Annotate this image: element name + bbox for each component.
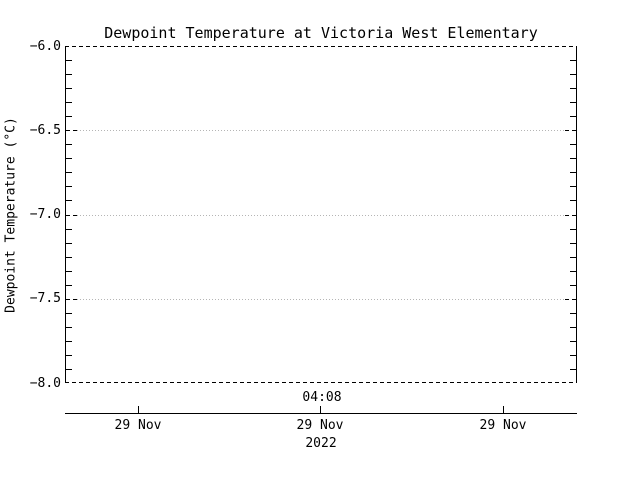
chart-title: Dewpoint Temperature at Victoria West El… [104, 24, 538, 42]
y-minor-tick [570, 271, 576, 272]
y-minor-tick [570, 144, 576, 145]
y-minor-tick [570, 186, 576, 187]
y-minor-tick [570, 229, 576, 230]
plot-area [65, 46, 577, 383]
y-gridline-right-stub [565, 299, 576, 300]
x-tick [320, 406, 321, 413]
y-gridline-left-stub [66, 130, 77, 131]
y-minor-tick [66, 102, 72, 103]
time-annotation: 04:08 [302, 390, 342, 405]
y-minor-tick [66, 285, 72, 286]
y-minor-tick [570, 200, 576, 201]
y-gridline-right-stub [565, 130, 576, 131]
x-tick [503, 406, 504, 413]
y-axis-left-line [65, 46, 66, 383]
y-minor-tick [570, 285, 576, 286]
y-minor-tick [66, 158, 72, 159]
y-gridline-left-stub [66, 215, 77, 216]
y-minor-tick [570, 172, 576, 173]
y-minor-tick [66, 341, 72, 342]
x-tick [138, 406, 139, 413]
y-minor-tick [570, 257, 576, 258]
y-tick-label: −8.0 [29, 376, 61, 391]
y-minor-tick [66, 355, 72, 356]
y-tick-label: −7.5 [29, 291, 61, 306]
y-tick-label: −6.0 [29, 39, 61, 54]
y-gridline [77, 130, 565, 131]
y-minor-tick [66, 172, 72, 173]
y-minor-tick [66, 186, 72, 187]
y-gridline [77, 299, 565, 300]
y-gridline [77, 215, 565, 216]
y-minor-tick [66, 144, 72, 145]
plot-top-border [65, 46, 577, 47]
y-minor-tick [66, 229, 72, 230]
y-minor-tick [570, 369, 576, 370]
y-minor-tick [570, 88, 576, 89]
x-axis-year-label: 2022 [305, 436, 337, 451]
y-minor-tick [66, 243, 72, 244]
y-minor-tick [66, 271, 72, 272]
y-minor-tick [570, 116, 576, 117]
y-axis-right-line [576, 46, 577, 383]
y-minor-tick [66, 313, 72, 314]
x-axis-line [65, 413, 577, 414]
y-minor-tick [570, 102, 576, 103]
y-gridline-left-stub [66, 299, 77, 300]
y-gridline-right-stub [565, 215, 576, 216]
y-minor-tick [570, 327, 576, 328]
y-minor-tick [66, 369, 72, 370]
y-tick-label: −6.5 [29, 123, 61, 138]
y-minor-tick [570, 243, 576, 244]
y-minor-tick [66, 200, 72, 201]
y-minor-tick [570, 313, 576, 314]
y-minor-tick [570, 355, 576, 356]
y-minor-tick [66, 88, 72, 89]
y-minor-tick [66, 257, 72, 258]
x-tick-label: 29 Nov [114, 418, 162, 433]
y-minor-tick [66, 327, 72, 328]
y-tick-label: −7.0 [29, 207, 61, 222]
y-minor-tick [66, 74, 72, 75]
x-tick-label: 29 Nov [296, 418, 344, 433]
y-minor-tick [570, 60, 576, 61]
plot-bottom-border [65, 382, 577, 383]
y-minor-tick [66, 60, 72, 61]
y-minor-tick [570, 341, 576, 342]
y-minor-tick [570, 158, 576, 159]
y-minor-tick [570, 74, 576, 75]
x-tick-label: 29 Nov [479, 418, 527, 433]
y-minor-tick [66, 116, 72, 117]
